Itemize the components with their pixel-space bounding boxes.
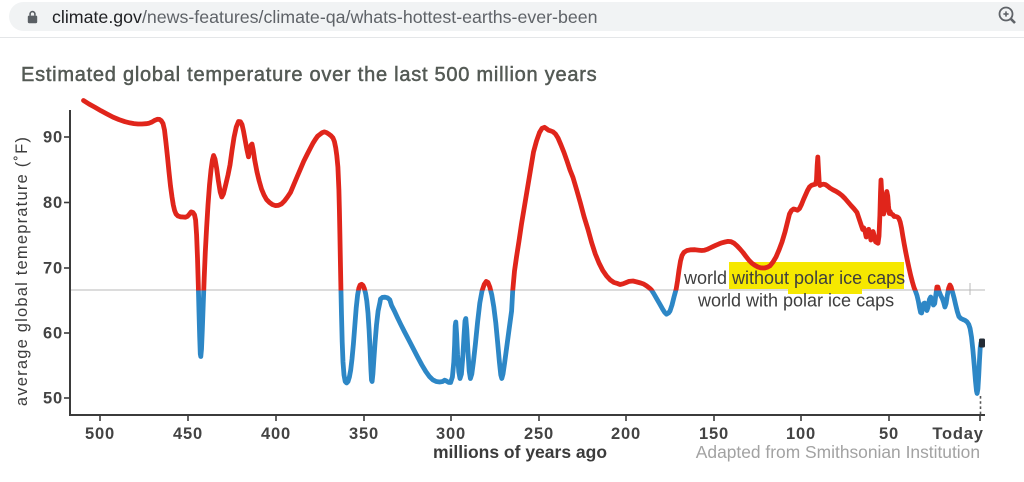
svg-text:Today: Today (932, 425, 983, 443)
svg-text:world without polar ice caps: world without polar ice caps (683, 268, 905, 288)
svg-text:60: 60 (43, 325, 63, 343)
svg-text:80: 80 (43, 194, 63, 212)
svg-text:200: 200 (611, 425, 641, 443)
svg-text:50: 50 (879, 425, 899, 443)
svg-text:500: 500 (85, 425, 115, 443)
svg-text:450: 450 (173, 425, 203, 443)
svg-text:Adapted from Smithsonian Insti: Adapted from Smithsonian Institution (696, 442, 980, 462)
svg-text:millions of years ago: millions of years ago (433, 442, 607, 462)
svg-text:350: 350 (349, 425, 379, 443)
svg-text:90: 90 (43, 129, 63, 147)
svg-text:100: 100 (786, 425, 816, 443)
svg-text:250: 250 (524, 425, 554, 443)
svg-text:world with polar ice caps: world with polar ice caps (697, 291, 894, 311)
svg-text:70: 70 (43, 260, 63, 278)
svg-text:150: 150 (699, 425, 729, 443)
svg-text:300: 300 (436, 425, 466, 443)
svg-text:average global temeprature (˚F: average global temeprature (˚F) (13, 136, 31, 406)
svg-text:50: 50 (43, 390, 63, 408)
svg-text:400: 400 (261, 425, 291, 443)
